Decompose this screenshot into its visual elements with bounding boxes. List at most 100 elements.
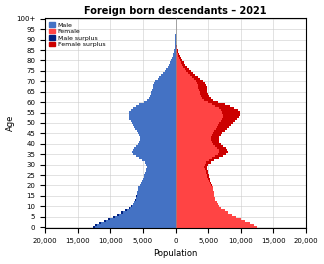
Bar xyxy=(108,218,110,220)
Bar xyxy=(175,41,176,43)
Bar xyxy=(174,51,176,53)
Bar xyxy=(211,139,219,141)
Bar xyxy=(135,128,176,130)
Bar xyxy=(176,199,215,201)
Bar xyxy=(136,197,176,199)
Bar xyxy=(174,49,176,51)
Bar xyxy=(132,151,176,153)
Bar xyxy=(212,134,221,136)
Bar xyxy=(180,59,182,62)
Bar xyxy=(176,153,218,155)
Bar xyxy=(147,99,176,101)
Bar xyxy=(136,199,176,201)
Bar xyxy=(177,51,179,53)
Bar xyxy=(95,224,97,226)
Bar xyxy=(176,57,179,59)
Bar xyxy=(215,105,230,107)
Bar xyxy=(176,88,199,91)
Bar xyxy=(153,87,176,88)
Bar xyxy=(176,178,208,180)
Bar xyxy=(176,164,205,166)
Bar xyxy=(176,66,183,68)
Bar xyxy=(158,78,176,80)
Bar xyxy=(151,91,176,93)
Bar xyxy=(139,141,176,143)
Bar xyxy=(175,47,176,49)
Bar xyxy=(176,203,218,205)
Bar xyxy=(176,130,214,132)
Bar xyxy=(209,159,214,162)
Bar xyxy=(152,88,176,91)
Bar xyxy=(161,74,176,76)
Bar xyxy=(179,57,181,59)
Bar xyxy=(176,101,208,103)
Bar xyxy=(190,74,195,76)
Bar xyxy=(176,87,198,88)
Bar xyxy=(139,157,176,159)
Bar xyxy=(176,74,190,76)
Bar xyxy=(176,216,236,218)
Bar xyxy=(223,114,240,116)
Bar xyxy=(131,205,132,207)
X-axis label: Population: Population xyxy=(153,249,198,258)
Bar xyxy=(176,141,212,143)
Bar xyxy=(138,132,176,134)
Bar xyxy=(176,195,214,197)
Bar xyxy=(206,170,208,172)
Bar xyxy=(214,130,225,132)
Bar xyxy=(219,149,227,151)
Bar xyxy=(176,191,214,193)
Bar xyxy=(176,132,213,134)
Bar xyxy=(176,205,219,207)
Bar xyxy=(214,143,221,145)
Bar xyxy=(176,209,225,211)
Bar xyxy=(145,172,176,174)
Bar xyxy=(149,97,176,99)
Bar xyxy=(104,220,106,222)
Bar xyxy=(176,51,177,53)
Bar xyxy=(219,151,228,153)
Bar xyxy=(176,218,241,220)
Bar xyxy=(207,174,209,176)
Bar xyxy=(110,218,176,220)
Bar xyxy=(176,76,192,78)
Bar xyxy=(129,118,176,120)
Bar xyxy=(165,70,176,72)
Bar xyxy=(176,97,202,99)
Bar xyxy=(137,193,176,195)
Bar xyxy=(139,103,176,105)
Bar xyxy=(176,197,215,199)
Bar xyxy=(183,66,187,68)
Bar xyxy=(151,93,176,95)
Bar xyxy=(176,68,185,70)
Bar xyxy=(205,168,207,170)
Bar xyxy=(129,111,176,114)
Bar xyxy=(170,62,176,64)
Bar xyxy=(176,143,214,145)
Bar xyxy=(154,82,176,84)
Bar xyxy=(131,109,176,111)
Bar xyxy=(173,53,176,55)
Bar xyxy=(133,107,176,109)
Bar xyxy=(101,222,176,224)
Bar xyxy=(138,186,176,188)
Bar xyxy=(186,70,191,72)
Bar xyxy=(122,211,123,214)
Bar xyxy=(222,111,239,114)
Bar xyxy=(133,124,176,126)
Bar xyxy=(222,118,237,120)
Bar xyxy=(221,120,235,122)
Bar xyxy=(176,93,200,95)
Bar xyxy=(176,157,212,159)
Bar xyxy=(115,216,176,218)
Bar xyxy=(176,126,217,128)
Bar xyxy=(176,99,204,101)
Bar xyxy=(113,216,115,218)
Bar xyxy=(144,174,176,176)
Bar xyxy=(176,174,207,176)
Bar xyxy=(176,122,219,124)
Bar xyxy=(176,214,232,216)
Bar xyxy=(198,84,206,87)
Bar xyxy=(135,199,136,201)
Bar xyxy=(136,105,176,107)
